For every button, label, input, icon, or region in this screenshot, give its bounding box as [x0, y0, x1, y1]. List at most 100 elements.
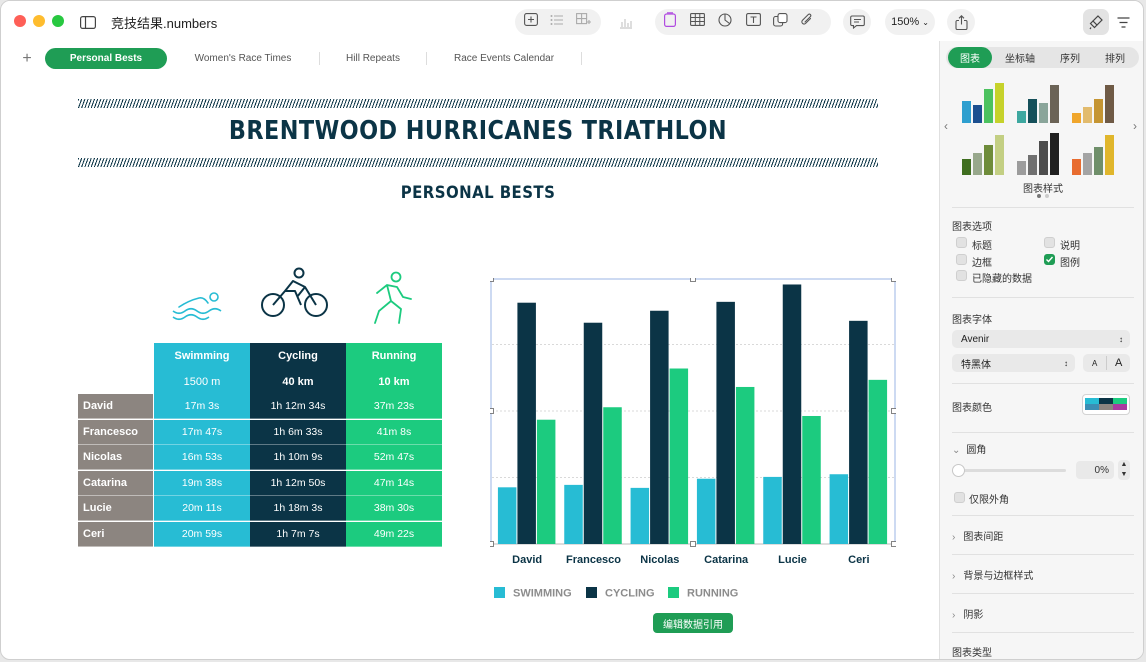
list-icon[interactable] [550, 13, 564, 31]
style-swatch-bar[interactable] [1105, 135, 1114, 175]
bar-swimming[interactable] [564, 484, 583, 544]
zoom-select[interactable]: 150% ⌄ [885, 9, 935, 35]
shape-icon[interactable] [773, 12, 788, 32]
corner-disclosure[interactable]: ⌄ 圆角 [952, 441, 986, 456]
table-cell-swim[interactable]: 17m 47s [154, 419, 250, 445]
bar-running[interactable] [669, 368, 689, 544]
paperclip-icon[interactable] [801, 12, 814, 32]
bar-running[interactable] [802, 415, 821, 544]
table-cell-run[interactable]: 52m 47s [346, 445, 442, 471]
style-swatch-bar[interactable] [1083, 153, 1092, 175]
bar-running[interactable] [536, 419, 556, 544]
bar-cycling[interactable] [517, 302, 536, 544]
resize-handle[interactable] [891, 408, 897, 414]
table-cell-run[interactable]: 41m 8s [346, 419, 442, 445]
table-icon[interactable] [690, 13, 705, 31]
style-swatch-bar[interactable] [984, 89, 993, 123]
font-style-select[interactable]: 特黑体 ↕ [952, 354, 1075, 372]
add-sheet-button[interactable]: + [22, 49, 32, 67]
table-cell-cycle[interactable]: 1h 10m 9s [250, 445, 346, 471]
table-cell-swim[interactable]: 20m 11s [154, 496, 250, 522]
style-swatch-bar[interactable] [1028, 155, 1037, 175]
chart-bar-icon[interactable] [615, 9, 637, 35]
caption-checkbox[interactable] [1044, 237, 1055, 248]
legend-checkbox[interactable] [1044, 254, 1055, 265]
table-cell-swim[interactable]: 20m 59s [154, 522, 250, 547]
chevron-right-icon[interactable]: › [1133, 119, 1137, 133]
style-swatch-bar[interactable] [1039, 103, 1048, 123]
style-swatch-bar[interactable] [1050, 133, 1059, 175]
page-dot[interactable] [1045, 194, 1049, 198]
bar-chart[interactable]: David Francesco Nicolas Catarina Lucie Ceri SW… [490, 278, 896, 608]
chart-color-swatch[interactable] [1082, 394, 1130, 415]
style-swatch-bar[interactable] [984, 145, 993, 175]
table-cell-run[interactable]: 49m 22s [346, 522, 442, 547]
resize-handle[interactable] [690, 541, 696, 547]
style-swatch-bar[interactable] [1094, 147, 1103, 175]
style-swatch-bar[interactable] [1017, 161, 1026, 175]
style-swatch-bar[interactable] [1050, 85, 1059, 123]
page-dot-active[interactable] [1037, 194, 1041, 198]
bar-cycling[interactable] [583, 322, 603, 544]
header-swimming[interactable]: Swimming [154, 343, 250, 369]
close-window-button[interactable] [14, 15, 26, 27]
bar-running[interactable] [603, 407, 622, 544]
zoom-window-button[interactable] [52, 15, 64, 27]
tab-personal-bests[interactable]: Personal Bests [45, 48, 167, 69]
font-family-select[interactable]: Avenir ↕ [952, 330, 1130, 348]
bar-swimming[interactable] [696, 478, 716, 544]
style-swatch-bar[interactable] [1072, 113, 1081, 123]
corner-slider-track[interactable] [954, 469, 1066, 472]
table-cell-icon[interactable] [576, 13, 591, 31]
style-swatch-bar[interactable] [973, 105, 982, 123]
tab-womens-race-times[interactable]: Women's Race Times [194, 53, 292, 64]
tab-hill-repeats[interactable]: Hill Repeats [346, 53, 400, 64]
table-cell-swim[interactable]: 16m 53s [154, 445, 250, 471]
row-name[interactable]: Nicolas [78, 445, 153, 471]
bar-cycling[interactable] [849, 320, 868, 544]
sidebar-toggle-icon[interactable] [77, 9, 99, 35]
pivot-table-icon[interactable] [664, 12, 677, 32]
row-name[interactable]: Ceri [78, 522, 153, 547]
bar-running[interactable] [868, 379, 888, 544]
chevron-left-icon[interactable]: ‹ [944, 119, 948, 133]
resize-handle[interactable] [490, 541, 494, 547]
shadow-disclosure[interactable]: › 阴影 [952, 606, 983, 621]
tab-arrange[interactable]: 排列 [1105, 54, 1125, 65]
bar-cycling[interactable] [650, 310, 669, 544]
bar-swimming[interactable] [630, 487, 650, 544]
style-swatch-bar[interactable] [1017, 111, 1026, 123]
chart-style-swatches[interactable] [960, 77, 1130, 177]
style-swatch-bar[interactable] [1072, 159, 1081, 175]
tab-chart[interactable]: 图表 [948, 47, 992, 68]
bar-swimming[interactable] [497, 487, 517, 544]
document-subheading[interactable]: PERSONAL BESTS [400, 183, 556, 203]
edit-data-references-button[interactable]: 编辑数据引用 [653, 613, 733, 633]
corner-stepper[interactable]: ▲ ▼ [1118, 460, 1130, 480]
background-disclosure[interactable]: › 背景与边框样式 [952, 567, 1033, 582]
table-cell-cycle[interactable]: 1h 7m 7s [250, 522, 346, 547]
row-name[interactable]: Lucie [78, 496, 153, 522]
row-name[interactable]: David [78, 394, 153, 419]
row-name[interactable]: Catarina [78, 470, 153, 496]
style-swatch-bar[interactable] [1028, 99, 1037, 123]
distance-cycling[interactable]: 40 km [250, 369, 346, 394]
bar-cycling[interactable] [782, 284, 802, 544]
bar-cycling[interactable] [716, 301, 735, 544]
table-cell-cycle[interactable]: 1h 6m 33s [250, 419, 346, 445]
table-cell-swim[interactable]: 17m 3s [154, 394, 250, 419]
style-swatch-bar[interactable] [1094, 99, 1103, 123]
style-swatch-bar[interactable] [995, 135, 1004, 175]
table-cell-cycle[interactable]: 1h 12m 34s [250, 394, 346, 419]
font-size-stepper[interactable]: A A [1083, 354, 1130, 372]
chart-pie-icon[interactable] [718, 12, 732, 32]
share-icon[interactable] [947, 9, 975, 35]
tab-series[interactable]: 序列 [1060, 54, 1080, 65]
corner-slider-handle[interactable] [952, 464, 965, 477]
text-box-icon[interactable] [746, 13, 761, 31]
header-running[interactable]: Running [346, 343, 442, 369]
table-cell-swim[interactable]: 19m 38s [154, 470, 250, 496]
table-cell-run[interactable]: 47m 14s [346, 470, 442, 496]
organize-icon[interactable] [1113, 9, 1133, 35]
title-checkbox[interactable] [956, 237, 967, 248]
